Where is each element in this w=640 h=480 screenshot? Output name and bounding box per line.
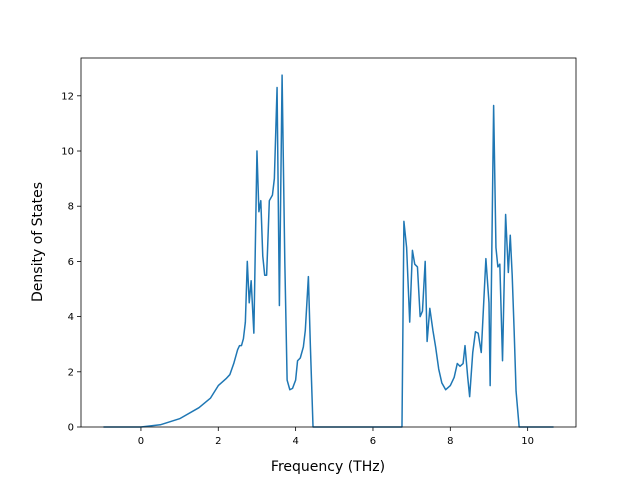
y-tick-label: 10	[61, 147, 74, 158]
x-axis-label: Frequency (THz)	[271, 459, 385, 475]
y-tick-label: 4	[68, 312, 74, 323]
x-tick-label: 0	[138, 436, 144, 447]
y-axis-label: Density of States	[30, 182, 46, 302]
line	[103, 74, 554, 428]
y-tick-label: 6	[68, 257, 74, 268]
y-tick-label: 0	[68, 423, 74, 434]
x-tick-label: 2	[215, 436, 221, 447]
y-tick-label: 8	[68, 202, 74, 213]
x-tick-label: 8	[447, 436, 453, 447]
x-tick-label: 4	[292, 436, 298, 447]
plot-frame	[80, 57, 577, 428]
x-tick-label: 10	[521, 436, 534, 447]
x-tick-label: 6	[370, 436, 376, 447]
y-tick-label: 12	[61, 91, 74, 102]
y-tick-label: 2	[68, 367, 74, 378]
